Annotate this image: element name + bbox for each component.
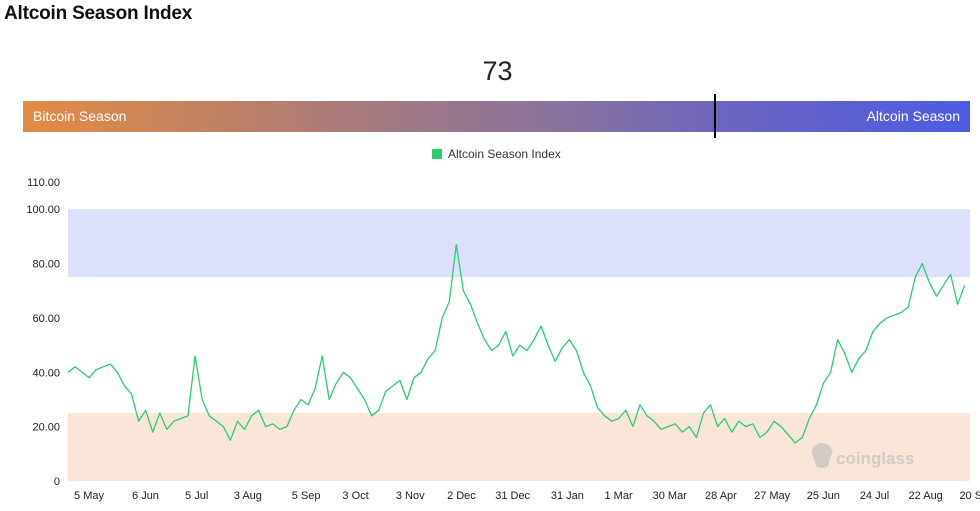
x-tick-label: 3 Oct (342, 490, 368, 502)
x-tick-label: 3 Nov (396, 490, 425, 502)
x-tick-label: 6 Jun (132, 490, 159, 502)
page-title: Altcoin Season Index (4, 3, 193, 24)
x-tick-label: 31 Dec (495, 490, 530, 502)
gauge-marker (714, 94, 716, 138)
y-tick-label: 40.00 (32, 367, 60, 379)
y-tick-label: 60.00 (32, 313, 60, 325)
coinglass-logo-icon (812, 443, 832, 468)
gauge-value: 73 (482, 56, 513, 86)
y-tick-label: 100.00 (26, 204, 60, 216)
x-tick-label: 3 Aug (234, 490, 262, 502)
x-tick-label: 5 Jul (185, 490, 208, 502)
x-tick-label: 31 Jan (551, 490, 584, 502)
y-tick-label: 80.00 (32, 259, 60, 271)
x-tick-label: 20 Sep (959, 490, 980, 502)
chart-legend[interactable]: Altcoin Season Index (432, 147, 561, 161)
coinglass-watermark: coinglass (812, 443, 914, 468)
coinglass-wordmark: coinglass (836, 449, 914, 468)
x-tick-label: 27 May (754, 490, 791, 502)
x-tick-label: 28 Apr (705, 490, 737, 502)
x-tick-label: 5 May (74, 490, 104, 502)
altcoin-season-label: Altcoin Season (866, 108, 960, 124)
x-tick-label: 5 Sep (292, 490, 321, 502)
bitcoin-season-label: Bitcoin Season (33, 108, 127, 124)
y-tick-label: 110.00 (27, 177, 60, 189)
season-gauge-bar: Bitcoin Season Altcoin Season (23, 101, 970, 132)
y-tick-label: 0 (54, 476, 60, 488)
x-tick-label: 30 Mar (653, 490, 688, 502)
altcoin-season-index-line (67, 243, 966, 444)
legend-label: Altcoin Season Index (448, 147, 561, 161)
x-tick-label: 1 Mar (604, 490, 632, 502)
x-tick-label: 22 Aug (909, 490, 943, 502)
y-tick-label: 20.00 (32, 422, 60, 434)
altcoin-season-zone (68, 209, 970, 278)
x-tick-label: 2 Dec (447, 490, 476, 502)
x-tick-label: 25 Jun (807, 490, 840, 502)
bitcoin-season-zone (68, 413, 970, 481)
legend-swatch-icon (432, 149, 442, 159)
x-tick-label: 24 Jul (860, 490, 889, 502)
